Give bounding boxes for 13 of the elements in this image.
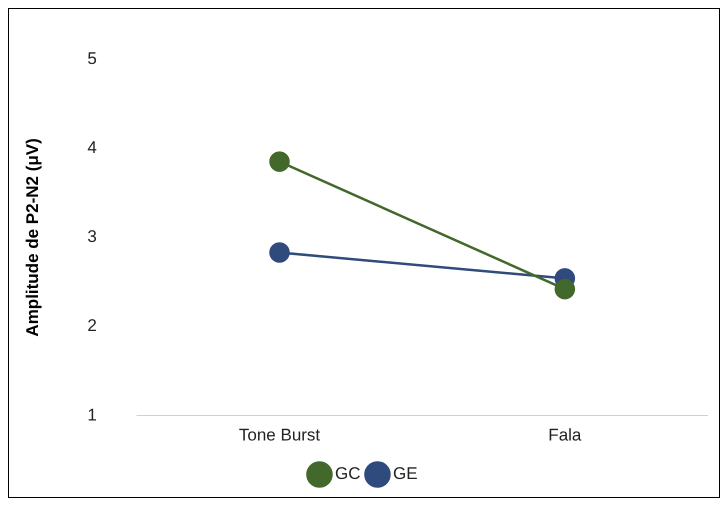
y-tick-label: 4 xyxy=(87,138,97,157)
point xyxy=(269,151,290,172)
point xyxy=(554,278,576,300)
x-tick-label: Tone Burst xyxy=(238,425,320,444)
y-tick-label: 3 xyxy=(87,227,97,246)
y-tick-label: 1 xyxy=(87,405,97,424)
point xyxy=(269,242,290,263)
x-tick-label: Fala xyxy=(548,425,582,444)
legend-label: GE xyxy=(392,464,418,484)
y-tick-label: 5 xyxy=(87,48,97,68)
legend-label: GC xyxy=(334,464,360,484)
y-tick-label: 2 xyxy=(87,316,97,336)
y-axis-title: Amplitude de P2-N2 (μV) xyxy=(22,138,42,337)
